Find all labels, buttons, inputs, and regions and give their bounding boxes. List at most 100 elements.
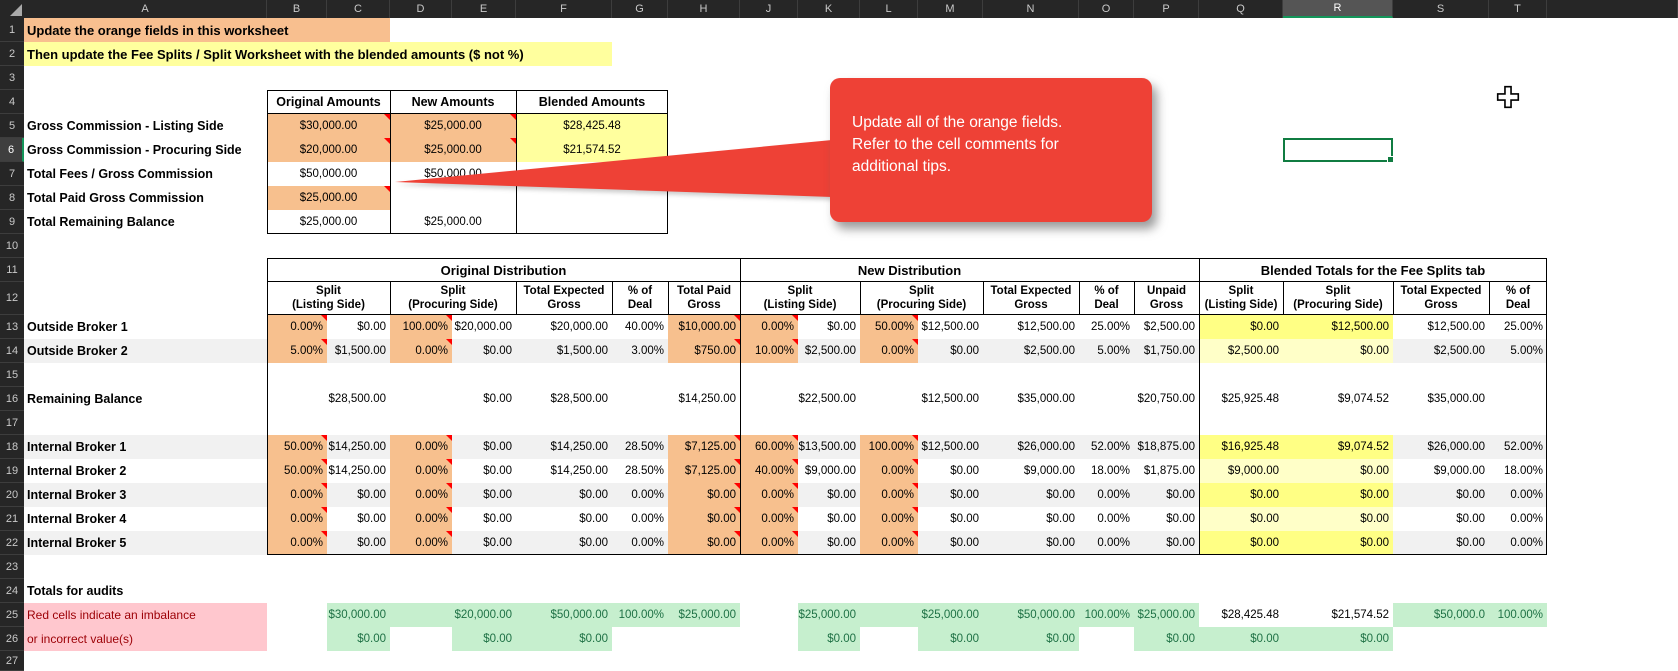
cell-B9[interactable]: $25,000.00 — [299, 216, 358, 228]
cell-F4[interactable]: Blended Amounts — [538, 95, 646, 109]
cell-K16[interactable]: $22,500.00 — [798, 393, 856, 405]
cell-H21[interactable]: $0.00 — [668, 507, 740, 531]
cell-E18[interactable]: $0.00 — [483, 441, 512, 453]
cell-M25[interactable]: $25,000.00 — [918, 603, 983, 627]
select-all-corner[interactable] — [0, 0, 24, 18]
cell-D14[interactable]: 0.00% — [390, 339, 452, 363]
cell-B19[interactable]: 50.00% — [267, 459, 327, 483]
cell-H14[interactable]: $750.00 — [668, 339, 740, 363]
row-header-20[interactable]: 20 — [0, 483, 24, 507]
column-header-F[interactable]: F — [516, 0, 612, 18]
cell-J12[interactable]: Split (Listing Side) — [763, 284, 837, 311]
cell-R12[interactable]: Split (Procuring Side) — [1293, 284, 1383, 311]
cell-L19[interactable]: 0.00% — [860, 459, 918, 483]
cell-S25[interactable]: $50,000.0 — [1393, 603, 1489, 627]
cell-B13[interactable]: 0.00% — [267, 315, 327, 339]
cell-J20[interactable]: 0.00% — [740, 483, 798, 507]
row-header-24[interactable]: 24 — [0, 579, 24, 603]
row-header-23[interactable]: 23 — [0, 555, 24, 579]
cell-O20[interactable]: 0.00% — [1097, 489, 1130, 501]
cell-N12[interactable]: Total Expected Gross — [990, 284, 1072, 311]
row-header-17[interactable]: 17 — [0, 411, 24, 435]
cell-Q13[interactable]: $0.00 — [1199, 315, 1283, 339]
cell-R19[interactable]: $0.00 — [1283, 459, 1393, 483]
cell-P26[interactable]: $0.00 — [1134, 627, 1199, 651]
cell-R22[interactable]: $0.00 — [1283, 531, 1393, 555]
cell-C26[interactable]: $0.00 — [327, 627, 390, 651]
cell-A5[interactable]: Gross Commission - Listing Side — [27, 119, 224, 133]
cell-A19[interactable]: Internal Broker 2 — [27, 464, 127, 478]
cell-P18[interactable]: $18,875.00 — [1137, 441, 1195, 453]
cell-D4[interactable]: New Amounts — [411, 95, 495, 109]
row-header-22[interactable]: 22 — [0, 531, 24, 555]
cell-B18[interactable]: 50.00% — [267, 435, 327, 459]
cell-Q19[interactable]: $9,000.00 — [1199, 459, 1283, 483]
row-header-7[interactable]: 7 — [0, 162, 24, 186]
cell-Q16[interactable]: $25,925.48 — [1221, 393, 1279, 405]
cell-P14[interactable]: $1,750.00 — [1143, 345, 1195, 357]
cell-J13[interactable]: 0.00% — [740, 315, 798, 339]
cell-R16[interactable]: $9,074.52 — [1337, 393, 1389, 405]
cell-A14[interactable]: Outside Broker 2 — [27, 344, 128, 358]
cell-P13[interactable]: $2,500.00 — [1143, 321, 1195, 333]
cell-Q20[interactable]: $0.00 — [1199, 483, 1283, 507]
cell-Q18[interactable]: $16,925.48 — [1199, 435, 1283, 459]
cell-Q21[interactable]: $0.00 — [1199, 507, 1283, 531]
cell-A13[interactable]: Outside Broker 1 — [27, 320, 128, 334]
cell-C14[interactable]: $1,500.00 — [334, 345, 386, 357]
cell-O13[interactable]: 25.00% — [1090, 321, 1130, 333]
row-header-11[interactable]: 11 — [0, 258, 24, 282]
cell-Q14[interactable]: $2,500.00 — [1199, 339, 1283, 363]
cell-B5[interactable]: $30,000.00 — [267, 114, 390, 138]
cell-R25[interactable]: $21,574.52 — [1331, 609, 1389, 621]
cell-R26[interactable]: $0.00 — [1283, 627, 1393, 651]
cell-T22[interactable]: 0.00% — [1510, 537, 1543, 549]
cell-D22[interactable]: 0.00% — [390, 531, 452, 555]
cell-H16[interactable]: $14,250.00 — [678, 393, 736, 405]
cell-H18[interactable]: $7,125.00 — [668, 435, 740, 459]
cell-G14[interactable]: 3.00% — [631, 345, 664, 357]
cell-B11[interactable]: Original Distribution — [440, 262, 567, 278]
cell-P16[interactable]: $20,750.00 — [1137, 393, 1195, 405]
row-header-19[interactable]: 19 — [0, 459, 24, 483]
cell-L21[interactable]: 0.00% — [860, 507, 918, 531]
cell-F19[interactable]: $14,250.00 — [550, 465, 608, 477]
cell-K14[interactable]: $2,500.00 — [804, 345, 856, 357]
cell-O25[interactable]: 100.00% — [1079, 603, 1134, 627]
column-header-D[interactable]: D — [390, 0, 452, 18]
cell-J19[interactable]: 40.00% — [740, 459, 798, 483]
cell-R18[interactable]: $9,074.52 — [1283, 435, 1393, 459]
cell-A2[interactable]: Then update the Fee Splits / Split Works… — [24, 42, 612, 66]
row-header-9[interactable]: 9 — [0, 210, 24, 234]
cell-S20[interactable]: $0.00 — [1456, 489, 1485, 501]
cell-D25[interactable] — [390, 603, 452, 627]
cell-P20[interactable]: $0.00 — [1166, 489, 1195, 501]
cell-P19[interactable]: $1,875.00 — [1143, 465, 1195, 477]
cell-S16[interactable]: $35,000.00 — [1427, 393, 1485, 405]
row-header-13[interactable]: 13 — [0, 315, 24, 339]
cell-Q25[interactable]: $28,425.48 — [1221, 609, 1279, 621]
cell-J11[interactable]: New Distribution — [857, 262, 962, 278]
cell-K18[interactable]: $13,500.00 — [798, 441, 856, 453]
cell-T14[interactable]: 5.00% — [1510, 345, 1543, 357]
cell-G22[interactable]: 0.00% — [631, 537, 664, 549]
cell-F5[interactable]: $28,425.48 — [516, 114, 668, 138]
cell-P25[interactable]: $25,000.00 — [1134, 603, 1199, 627]
cell-A25[interactable]: Red cells indicate an imbalance — [24, 603, 267, 627]
cell-D9[interactable]: $25,000.00 — [424, 216, 482, 228]
cell-S12[interactable]: Total Expected Gross — [1400, 284, 1482, 311]
cell-R14[interactable]: $0.00 — [1283, 339, 1393, 363]
cell-R20[interactable]: $0.00 — [1283, 483, 1393, 507]
cell-B12[interactable]: Split (Listing Side) — [292, 284, 365, 311]
cell-A21[interactable]: Internal Broker 4 — [27, 512, 127, 526]
cell-L12[interactable]: Split (Procuring Side) — [876, 284, 967, 311]
cell-N21[interactable]: $0.00 — [1046, 513, 1075, 525]
cell-M19[interactable]: $0.00 — [950, 465, 979, 477]
cell-H25[interactable]: $25,000.00 — [668, 603, 740, 627]
cell-F22[interactable]: $0.00 — [579, 537, 608, 549]
cell-O14[interactable]: 5.00% — [1097, 345, 1130, 357]
column-header-H[interactable]: H — [668, 0, 740, 18]
cell-A22[interactable]: Internal Broker 5 — [27, 536, 127, 550]
column-header-B[interactable]: B — [267, 0, 327, 18]
cell-N18[interactable]: $26,000.00 — [1017, 441, 1075, 453]
